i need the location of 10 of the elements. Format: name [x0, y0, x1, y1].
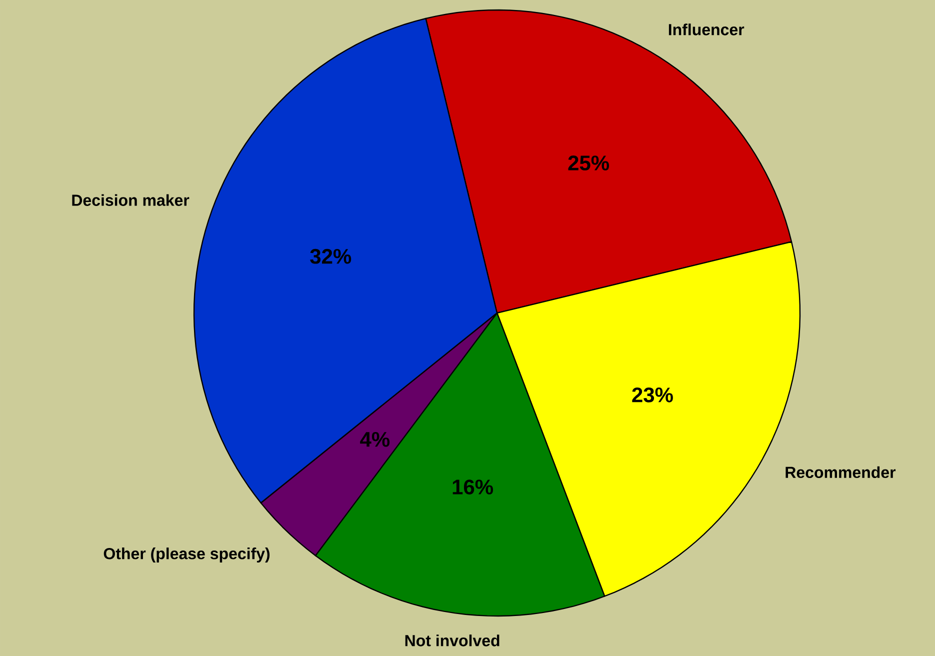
data-label: 32% [310, 248, 352, 264]
slice-label: Influencer [668, 24, 744, 36]
data-label: 4% [360, 432, 390, 447]
slice-label: Not involved [405, 634, 500, 646]
slice-label: Recommender [786, 466, 896, 478]
data-label: 23% [632, 388, 673, 402]
data-label: 25% [568, 156, 610, 170]
slice-label: Other (please specify) [104, 548, 270, 562]
data-label: 16% [452, 480, 493, 494]
slice-label: Decision maker [72, 194, 190, 206]
